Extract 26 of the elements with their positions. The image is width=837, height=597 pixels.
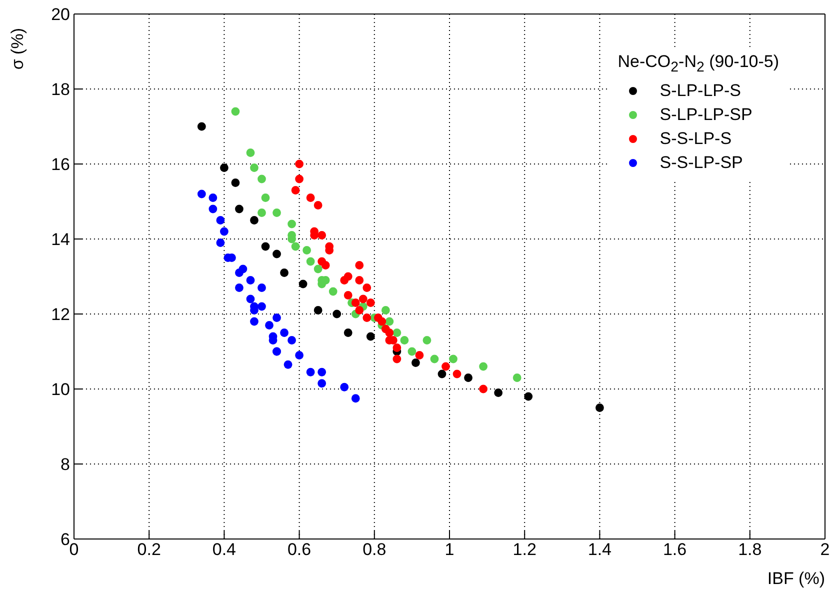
legend-label: S-S-LP-S <box>660 129 732 150</box>
x-tick-label: 0.4 <box>212 540 236 560</box>
x-axis-title: IBF (%) <box>767 569 825 588</box>
x-tick-label: 1.6 <box>662 540 687 560</box>
y-tick-label: 18 <box>51 80 70 100</box>
x-tick-label: 1.4 <box>588 540 612 560</box>
legend-title: Ne-CO$_{2}$-N$_{2}$ (90-10-5) <box>618 52 779 76</box>
legend-label: S-S-LP-SP <box>660 153 743 174</box>
x-tick-label: 0.6 <box>287 540 312 560</box>
x-tick-label: 2 <box>820 540 830 560</box>
y-tick-label: 20 <box>51 5 70 24</box>
y-tick-label: 12 <box>51 305 70 324</box>
legend-label: S-LP-LP-S <box>660 81 741 102</box>
legend-label: S-LP-LP-SP <box>660 105 752 126</box>
x-tick-label: 1.2 <box>512 540 536 560</box>
y-tick-label: 8 <box>60 455 70 474</box>
x-tick-label: 1 <box>444 540 454 560</box>
x-tick-label: 0.8 <box>362 540 386 560</box>
x-tick-label: 0.2 <box>137 540 161 560</box>
x-tick-label: 1.8 <box>738 540 762 560</box>
y-tick-label: 14 <box>51 230 70 250</box>
y-tick-label: 10 <box>51 380 70 400</box>
y-axis-title: σ (%) <box>8 28 28 70</box>
y-tick-label: 16 <box>51 155 70 174</box>
y-tick-label: 6 <box>60 530 70 550</box>
x-tick-label: 0 <box>69 540 79 560</box>
